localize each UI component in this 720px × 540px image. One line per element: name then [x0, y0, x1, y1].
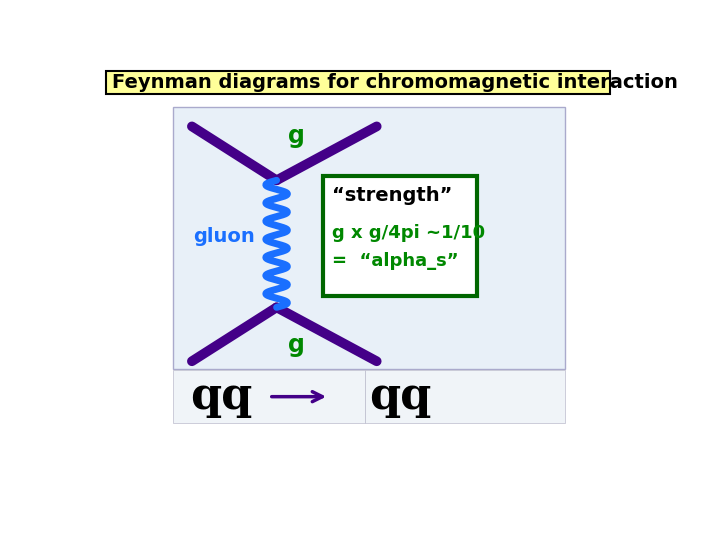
Bar [323, 177, 477, 296]
Text: gluon: gluon [194, 227, 255, 246]
Text: g x g/4pi ~1/10: g x g/4pi ~1/10 [332, 224, 485, 242]
Text: qq: qq [369, 375, 431, 418]
Text: =  “alpha_s”: = “alpha_s” [332, 252, 459, 270]
Bar [173, 370, 365, 423]
Bar [173, 107, 565, 369]
Text: Feynman diagrams for chromomagnetic interaction: Feynman diagrams for chromomagnetic inte… [112, 73, 678, 92]
Text: g: g [288, 124, 305, 148]
Text: “strength”: “strength” [332, 186, 452, 205]
Bar [106, 71, 610, 94]
Bar [365, 370, 565, 423]
Text: qq: qq [190, 375, 252, 418]
Text: g: g [288, 333, 305, 357]
